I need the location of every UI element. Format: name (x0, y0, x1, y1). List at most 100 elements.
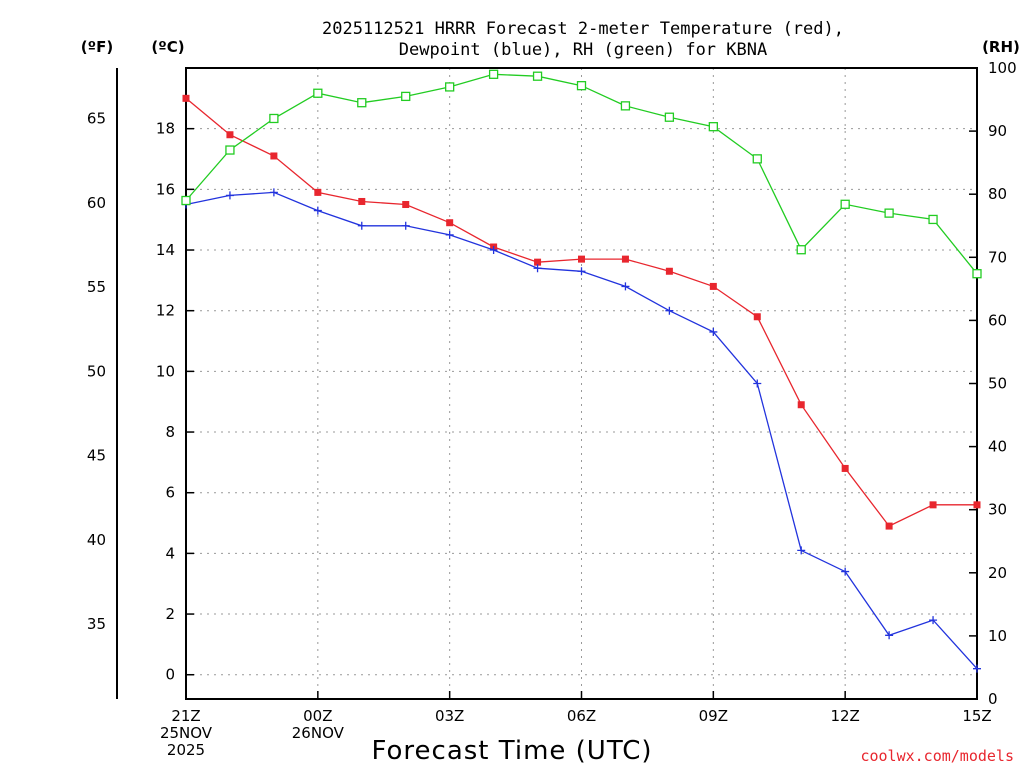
temperature-point (885, 522, 893, 530)
y-axis-ticks: 0 2 4 6 8 10 12 14 16 18 35 40 45 50 55 60 65 0 10 20 30 40 50… (87, 59, 1017, 708)
x-tick-label: 06Z (567, 707, 596, 725)
dewpoint-point (841, 567, 850, 576)
data-series (181, 69, 982, 673)
rh-point (972, 269, 982, 279)
celsius-tick-label: 0 (165, 666, 175, 684)
temperature-point (446, 219, 454, 227)
rh-point (445, 82, 455, 92)
fahrenheit-unit-label: (ºF) (81, 38, 113, 56)
rh-tick-label: 90 (988, 122, 1007, 140)
x-tick-label: 26NOV (292, 724, 345, 742)
temperature-point (973, 501, 981, 509)
celsius-tick-label: 18 (156, 120, 175, 138)
dewpoint-point (313, 206, 322, 215)
temperature-point (534, 258, 542, 266)
celsius-tick-label: 8 (165, 423, 175, 441)
x-tick-label: 00Z (303, 707, 332, 725)
celsius-tick-label: 12 (156, 302, 175, 320)
grid-lines (186, 68, 977, 699)
dewpoint-point (929, 616, 938, 625)
x-tick-label: 21Z (171, 707, 200, 725)
dewpoint-point (753, 379, 762, 388)
dewpoint-point (533, 264, 542, 273)
rh-point (225, 145, 235, 155)
temperature-point (841, 464, 849, 472)
dewpoint-point (269, 188, 278, 197)
celsius-tick-label: 4 (165, 544, 175, 562)
fahrenheit-tick-label: 65 (87, 110, 106, 128)
celsius-unit-label: (ºC) (151, 38, 184, 56)
rh-point (664, 112, 675, 122)
dewpoint-point (797, 546, 806, 555)
rh-point (708, 122, 718, 132)
chart-title-line1: 2025112521 HRRR Forecast 2-meter Tempera… (322, 19, 844, 39)
temperature-point (578, 255, 585, 263)
rh-tick-label: 50 (988, 375, 1007, 393)
rh-point (576, 81, 587, 91)
dewpoint-point (709, 327, 718, 336)
dewpoint-point (489, 246, 498, 255)
temperature-point (270, 152, 278, 160)
temperature-point (665, 267, 673, 275)
celsius-tick-label: 2 (165, 605, 175, 623)
chart-title-line2: Dewpoint (blue), RH (green) for KBNA (399, 40, 767, 60)
rh-point (357, 98, 367, 108)
rh-point (884, 208, 894, 218)
rh-point (928, 214, 938, 225)
dewpoint-point (401, 221, 410, 230)
rh-point (313, 88, 323, 98)
temperature-point (797, 401, 805, 409)
dewpoint-point (577, 267, 586, 276)
x-tick-label: 09Z (699, 707, 728, 725)
fahrenheit-tick-label: 55 (87, 278, 106, 296)
rh-point (488, 69, 499, 79)
dewpoint-point (225, 191, 234, 200)
temperature-point (621, 255, 629, 263)
fahrenheit-tick-label: 50 (87, 362, 106, 380)
rh-tick-label: 80 (988, 185, 1007, 203)
rh-point (269, 113, 279, 124)
rh-point (620, 101, 631, 111)
x-tick-label: 25NOV (160, 724, 213, 742)
temperature-point (753, 313, 761, 321)
rh-tick-label: 20 (988, 564, 1007, 582)
celsius-tick-label: 16 (156, 180, 175, 198)
rh-tick-label: 70 (988, 248, 1007, 266)
dewpoint-point (973, 664, 981, 673)
x-tick-label: 03Z (435, 707, 464, 725)
dewpoint-point (885, 631, 894, 640)
rh-tick-label: 60 (988, 311, 1007, 329)
celsius-tick-label: 10 (156, 362, 175, 380)
temperature-point (402, 201, 410, 209)
rh-tick-label: 100 (988, 59, 1017, 77)
dewpoint-point (445, 230, 454, 239)
x-tick-label: 12Z (830, 707, 859, 725)
rh-point (840, 199, 850, 209)
temperature-point (182, 94, 190, 102)
rh-point (796, 245, 806, 255)
x-tick-label: 2025 (167, 741, 205, 759)
dewpoint-line (185, 191, 978, 670)
rh-tick-label: 30 (988, 501, 1007, 519)
fahrenheit-tick-label: 45 (87, 447, 106, 465)
temperature-point (709, 282, 717, 290)
rh-tick-label: 40 (988, 438, 1007, 456)
rh-point (401, 91, 411, 102)
rh-unit-label: (RH) (982, 38, 1020, 56)
rh-point (532, 71, 543, 81)
x-axis-title: Forecast Time (UTC) (371, 736, 652, 766)
credit-text: coolwx.com/models (860, 747, 1014, 765)
fahrenheit-tick-label: 40 (87, 531, 106, 549)
dewpoint-point (665, 306, 674, 315)
x-tick-label: 15Z (962, 707, 991, 725)
dewpoint-point (621, 282, 630, 291)
rh-point (181, 195, 191, 206)
temperature-point (314, 188, 322, 196)
celsius-tick-label: 6 (165, 484, 175, 502)
temperature-point (929, 501, 937, 509)
fahrenheit-tick-label: 60 (87, 194, 106, 212)
rh-point (752, 154, 762, 164)
temperature-point (226, 131, 234, 139)
